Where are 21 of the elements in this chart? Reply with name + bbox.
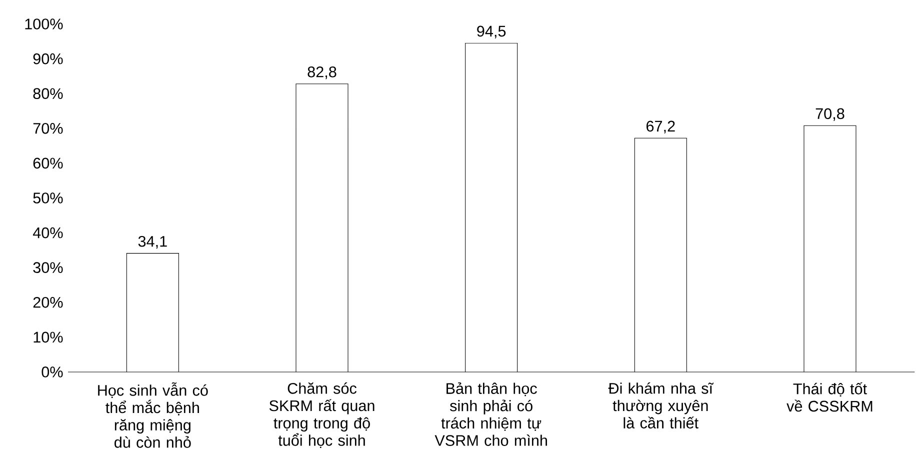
x-tick-label: Thái độ tốt về CSSKRM (786, 382, 872, 412)
y-tick-label: 30% (33, 262, 63, 274)
y-tick-label: 10% (34, 332, 63, 343)
y-tick-label: 70% (33, 122, 63, 134)
y-tick-label: 50% (33, 192, 63, 204)
y-tick-label: 100% (25, 18, 63, 30)
x-tick-label: Chăm sóc SKRM rất quan trọng trong độ tuổi học sinh (269, 382, 374, 448)
data-label: 70,8 (816, 108, 844, 121)
data-label: 94,5 (477, 26, 506, 38)
x-tick-label: Bản thân học sinh phải có trách nhiệm tự VSRM cho mình (434, 382, 547, 446)
y-tick-label: 20% (33, 296, 63, 308)
y-tick-label: 0% (42, 366, 63, 378)
data-label: 34,1 (138, 236, 167, 249)
y-tick-label: 80% (33, 88, 63, 100)
y-tick-label: 90% (33, 53, 63, 64)
y-tick-label: 40% (32, 227, 63, 238)
data-label: 67,2 (646, 120, 675, 134)
data-label: 82,8 (308, 66, 336, 80)
x-tick-label: Học sinh vẫn có thể mắc bệnh răng miệng dù còn nhỏ (98, 382, 208, 448)
x-tick-label: Đi khám nha sĩ thường xuyên là cần thiết (608, 382, 714, 428)
y-tick-label: 60% (33, 158, 63, 169)
